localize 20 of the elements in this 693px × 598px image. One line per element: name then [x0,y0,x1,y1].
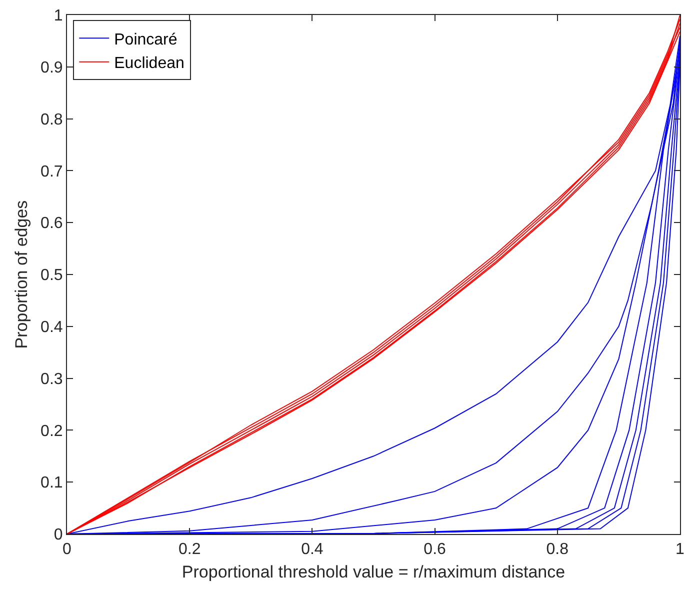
y-tick-label: 0.5 [40,267,63,284]
y-tick-label: 1 [54,8,63,25]
y-tick-label: 0.4 [40,319,63,336]
y-tick-label: 0.9 [40,60,63,76]
legend-label: Euclidean [114,55,184,72]
y-tick-label: 0.3 [40,370,63,388]
y-tick-label: 0 [54,526,63,544]
y-tick-label: 0.2 [40,422,63,440]
y-tick-label: 0.7 [40,163,63,180]
legend-label: Poincaré [114,31,178,48]
x-tick-label: 0.2 [178,541,201,558]
y-tick-label: 0.6 [40,215,63,232]
x-tick-label: 0.4 [301,541,324,558]
y-axis-title: Proportion of edges [12,200,32,349]
x-tick-label: 0.8 [546,541,569,558]
x-axis-title: Proportional threshold value = r/maximum distance [182,562,566,582]
x-tick-label: 1 [676,541,685,558]
y-tick-label: 0.1 [40,474,63,492]
x-tick-label: 0.6 [424,541,446,558]
y-tick-label: 0.8 [40,111,63,128]
